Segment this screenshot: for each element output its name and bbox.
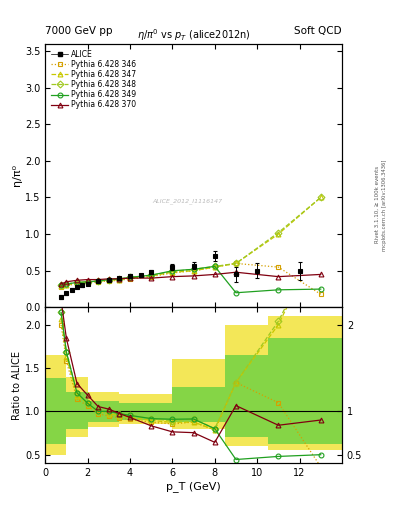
Legend: ALICE, Pythia 6.428 346, Pythia 6.428 347, Pythia 6.428 348, Pythia 6.428 349, P: ALICE, Pythia 6.428 346, Pythia 6.428 34…: [49, 47, 139, 112]
Text: Soft QCD: Soft QCD: [294, 26, 342, 36]
Text: Rivet 3.1.10, ≥ 100k events: Rivet 3.1.10, ≥ 100k events: [375, 166, 380, 243]
X-axis label: p_T (GeV): p_T (GeV): [166, 481, 221, 492]
Y-axis label: η/π⁰: η/π⁰: [12, 164, 22, 186]
Y-axis label: Ratio to ALICE: Ratio to ALICE: [12, 351, 22, 420]
Text: 7000 GeV pp: 7000 GeV pp: [45, 26, 113, 36]
Text: ALICE_2012_I1116147: ALICE_2012_I1116147: [152, 198, 222, 204]
Title: $\eta/\pi^0$ vs $p_T$ (alice2012n): $\eta/\pi^0$ vs $p_T$ (alice2012n): [137, 28, 250, 44]
Text: mcplots.cern.ch [arXiv:1306.3436]: mcplots.cern.ch [arXiv:1306.3436]: [382, 159, 387, 250]
